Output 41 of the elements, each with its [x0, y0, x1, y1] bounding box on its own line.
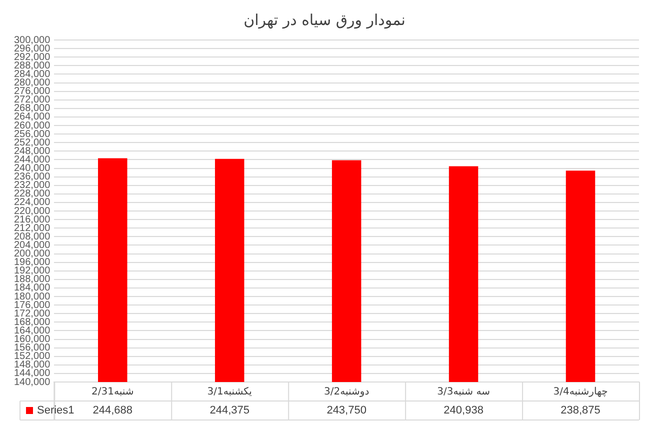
y-tick-label: 220,000 [14, 206, 51, 217]
data-label: 244,375 [210, 404, 250, 417]
x-tick-label: چهارشنبه3/4 [553, 386, 608, 398]
y-tick-label: 164,000 [14, 325, 51, 336]
y-tick-label: 200,000 [14, 248, 51, 260]
y-tick-label: 176,000 [14, 300, 51, 311]
x-tick-label: دوشنبه3/2 [324, 386, 370, 398]
x-tick-label: سه شنبه3/3 [437, 386, 490, 398]
y-tick-label: 208,000 [14, 231, 51, 242]
y-tick-label: 204,000 [14, 240, 51, 251]
data-label: 240,938 [444, 404, 484, 417]
y-tick-label: 284,000 [14, 68, 51, 80]
data-label: 238,875 [560, 404, 600, 417]
y-tick-label: 252,000 [14, 137, 51, 148]
y-tick-label: 140,000 [14, 376, 51, 388]
y-tick-label: 224,000 [14, 197, 51, 208]
y-tick-label: 248,000 [14, 146, 51, 157]
y-tick-label: 264,000 [14, 112, 51, 123]
chart-title: نمودار ورق سیاه در تهران [244, 10, 406, 29]
y-tick-label: 260,000 [14, 120, 51, 132]
x-tick-label: یکشنبه3/1 [207, 386, 252, 398]
x-tick-label: شنبه2/31 [92, 386, 134, 398]
y-tick-label: 180,000 [14, 291, 51, 302]
y-tick-label: 244,000 [14, 154, 51, 166]
y-tick-label: 300,000 [14, 34, 51, 46]
data-label: 244,688 [92, 404, 133, 417]
y-tick-label: 288,000 [14, 60, 51, 72]
y-tick-label: 292,000 [14, 52, 51, 63]
y-tick-label: 280,000 [14, 78, 51, 88]
y-tick-label: 160,000 [14, 334, 51, 345]
data-label: 243,750 [326, 404, 366, 417]
y-tick-label: 216,000 [14, 214, 51, 226]
y-tick-label: 240,000 [14, 163, 51, 174]
y-tick-label: 172,000 [14, 308, 51, 320]
legend-label: Series1 [37, 404, 74, 417]
y-tick-label: 184,000 [14, 282, 51, 294]
y-tick-label: 144,000 [14, 368, 51, 380]
y-tick-label: 168,000 [14, 316, 51, 328]
y-tick-label: 296,000 [14, 43, 51, 54]
y-tick-label: 212,000 [14, 222, 51, 234]
y-tick-label: 256,000 [14, 128, 51, 140]
